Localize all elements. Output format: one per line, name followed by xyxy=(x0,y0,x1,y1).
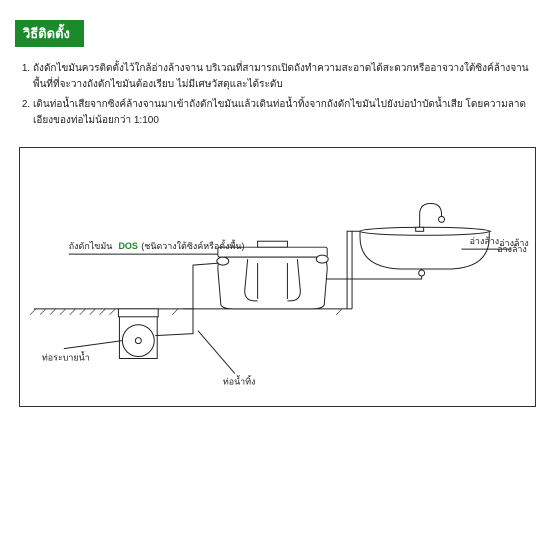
grease-trap-icon xyxy=(217,241,328,309)
trap-label: ถังดักไขมัน xyxy=(69,241,113,251)
sink-label: อ่างล้าง xyxy=(470,236,500,246)
instruction-item: ถังดักไขมันควรติดตั้งไว้ใกล้อ่างล้างจาน … xyxy=(33,61,536,93)
sink-label-right: อ่างล้าง xyxy=(497,244,527,254)
section-header: วิธีติดตั้ง xyxy=(15,20,84,47)
diagram-svg: อ่างล้าง อ่างล้าง xyxy=(24,156,531,402)
ground-hatch xyxy=(30,309,342,315)
instructions-block: ถังดักไขมันควรติดตั้งไว้ใกล้อ่างล้างจาน … xyxy=(15,61,540,129)
installation-diagram: อ่างล้าง อ่างล้าง xyxy=(19,147,536,407)
waste-pipe-label: ท่อน้ำทิ้ง xyxy=(223,374,256,386)
instruction-item: เดินท่อน้ำเสียจากซิงค์ล้างจานมาเข้าถังดั… xyxy=(33,97,536,129)
trap-suffix-label: (ชนิดวางใต้ซิงค์หรือตั้งพื้น) xyxy=(141,239,244,251)
drain-label: ท่อระบายน้ำ xyxy=(42,351,90,363)
drain-manhole-icon xyxy=(118,309,158,359)
trap-brand-label: DOS xyxy=(118,241,137,251)
